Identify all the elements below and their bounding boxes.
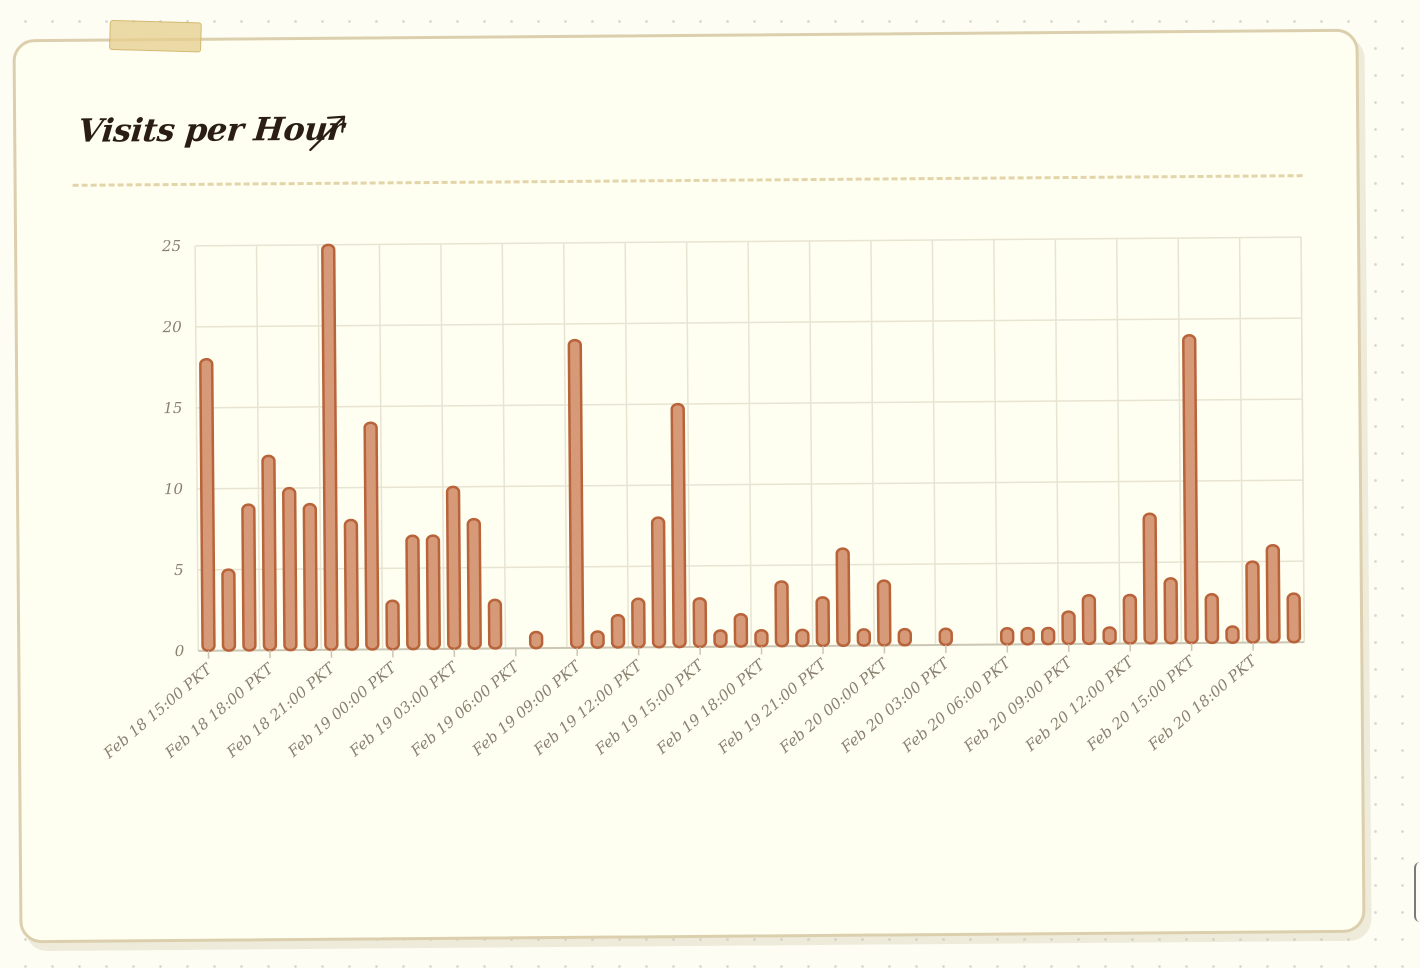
x-gridline <box>1177 238 1183 644</box>
x-gridline <box>993 239 998 645</box>
x-gridline <box>870 240 875 646</box>
x-gridline <box>808 241 814 647</box>
x-tick-label: Feb 20 12:00 PKT <box>1021 652 1138 755</box>
bar <box>321 243 339 652</box>
bar <box>302 502 319 652</box>
x-gridline <box>194 245 200 651</box>
bar <box>363 421 380 651</box>
chart-card: Visits per Hour 0 5 10 15 20 25 Feb 18 15:00 P… <box>12 19 1366 944</box>
bar <box>610 613 626 649</box>
bar <box>835 547 851 648</box>
y-tick-label: 20 <box>162 318 183 336</box>
bar <box>343 518 360 651</box>
x-tick-label: Feb 19 00:00 PKT <box>284 658 401 761</box>
bar <box>528 630 544 650</box>
bar <box>1081 594 1097 646</box>
x-axis-line <box>198 641 1305 652</box>
x-gridline <box>624 242 630 648</box>
bar <box>466 517 482 650</box>
x-gridline <box>1300 237 1305 643</box>
bar <box>1225 625 1240 644</box>
bar <box>1265 543 1281 644</box>
x-tick-label: Feb 20 03:00 PKT <box>837 654 954 757</box>
x-gridline <box>255 245 261 651</box>
bar <box>425 534 441 651</box>
bar <box>221 568 237 652</box>
x-tick-label: Feb 19 03:00 PKT <box>345 658 462 761</box>
bar <box>385 599 400 651</box>
x-gridline <box>501 243 507 649</box>
x-tick-label: Feb 18 18:00 PKT <box>161 659 278 762</box>
bar <box>999 627 1015 646</box>
bar <box>650 516 667 649</box>
bar <box>261 454 278 652</box>
bar <box>1020 626 1035 646</box>
bar <box>1182 334 1199 645</box>
bar <box>1040 626 1056 646</box>
x-tick-label: Feb 19 18:00 PKT <box>652 655 769 758</box>
bar <box>1245 560 1261 644</box>
bar <box>713 629 728 649</box>
bar <box>405 534 421 651</box>
x-gridline <box>563 242 568 648</box>
bar <box>567 338 585 650</box>
bar <box>1163 577 1179 645</box>
bar <box>897 627 913 647</box>
bar <box>856 628 872 647</box>
x-gridline <box>1238 237 1244 643</box>
bar <box>692 597 708 649</box>
bar <box>282 486 298 652</box>
x-tick-label: Feb 20 06:00 PKT <box>898 653 1015 756</box>
scrollbar-edge <box>1414 862 1420 922</box>
bar <box>590 630 605 649</box>
bar <box>631 597 646 649</box>
y-tick-label: 0 <box>175 642 185 660</box>
bar <box>1286 592 1302 644</box>
x-gridline <box>317 244 322 650</box>
bar <box>795 628 810 648</box>
x-gridline <box>378 244 384 650</box>
bar <box>1204 593 1220 645</box>
bar <box>733 612 749 648</box>
bar <box>774 580 790 648</box>
x-gridline <box>931 240 937 646</box>
bar <box>445 485 462 651</box>
bar <box>1102 626 1117 645</box>
bar <box>815 596 831 648</box>
x-tick-label: Feb 18 21:00 PKT <box>222 658 339 761</box>
x-tick-label: Feb 19 21:00 PKT <box>714 655 831 758</box>
bar <box>1122 593 1138 645</box>
x-tick-label: Feb 19 15:00 PKT <box>591 656 708 759</box>
x-tick-label: Feb 19 06:00 PKT <box>407 657 524 760</box>
x-gridline <box>747 241 753 647</box>
y-tick-label: 15 <box>163 399 182 417</box>
bar <box>241 503 257 652</box>
x-tick-label: Feb 19 09:00 PKT <box>468 657 585 760</box>
x-tick-label: Feb 20 18:00 PKT <box>1144 651 1261 754</box>
bar <box>876 579 892 647</box>
y-tick-label: 25 <box>161 237 181 255</box>
y-tick-label: 10 <box>164 480 184 498</box>
x-tick-label: Feb 20 15:00 PKT <box>1082 652 1199 755</box>
bar <box>199 357 216 653</box>
bar <box>670 402 687 649</box>
x-gridline <box>1115 238 1121 644</box>
x-gridline <box>685 242 691 648</box>
x-tick-label: Feb 20 00:00 PKT <box>775 654 892 757</box>
bar <box>487 598 503 650</box>
y-tick-label: 5 <box>174 561 184 579</box>
bar <box>938 627 953 647</box>
x-gridline <box>440 243 445 649</box>
bar <box>1061 610 1076 646</box>
arrow-up-right-icon <box>309 115 346 152</box>
x-tick-label: Feb 19 12:00 PKT <box>529 656 646 759</box>
bar <box>754 628 769 648</box>
x-gridline <box>1054 239 1060 645</box>
bar <box>1142 512 1158 645</box>
x-tick-label: Feb 18 15:00 PKT <box>99 659 216 762</box>
x-tick-label: Feb 20 09:00 PKT <box>960 653 1077 756</box>
